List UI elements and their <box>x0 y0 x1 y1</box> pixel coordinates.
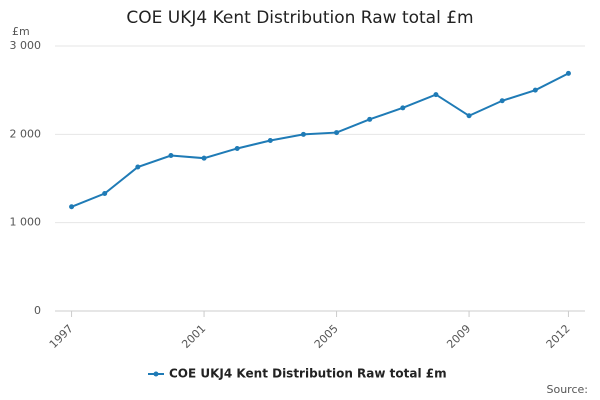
x-tick-label: 2009 <box>444 322 473 351</box>
point <box>565 70 571 76</box>
point <box>300 131 306 137</box>
point <box>267 138 273 144</box>
y-unit: £m <box>12 25 30 38</box>
point <box>69 204 75 210</box>
x-tick-label: 2012 <box>544 322 573 351</box>
point <box>400 105 406 111</box>
legend-marker <box>153 371 159 377</box>
x-tick-label: 1997 <box>47 322 76 351</box>
y-tick-label: 2 000 <box>10 127 42 140</box>
point <box>466 113 472 119</box>
legend-label: COE UKJ4 Kent Distribution Raw total £m <box>169 367 447 381</box>
source: Source: <box>547 383 589 396</box>
y-tick-label: 3 000 <box>10 39 42 52</box>
point <box>135 164 141 170</box>
point <box>532 87 538 93</box>
y-tick-label: 1 000 <box>10 216 42 229</box>
point <box>334 130 340 136</box>
point <box>201 155 207 161</box>
x-tick-label: 2005 <box>312 322 341 351</box>
y-tick-label: 0 <box>34 304 41 317</box>
point <box>102 191 108 197</box>
point <box>433 92 439 98</box>
line <box>71 72 569 208</box>
point <box>499 98 505 104</box>
point <box>168 153 174 159</box>
point <box>367 116 373 122</box>
chart-title: COE UKJ4 Kent Distribution Raw total £m <box>126 8 473 28</box>
x-tick-label: 2001 <box>179 322 208 351</box>
point <box>234 145 240 151</box>
